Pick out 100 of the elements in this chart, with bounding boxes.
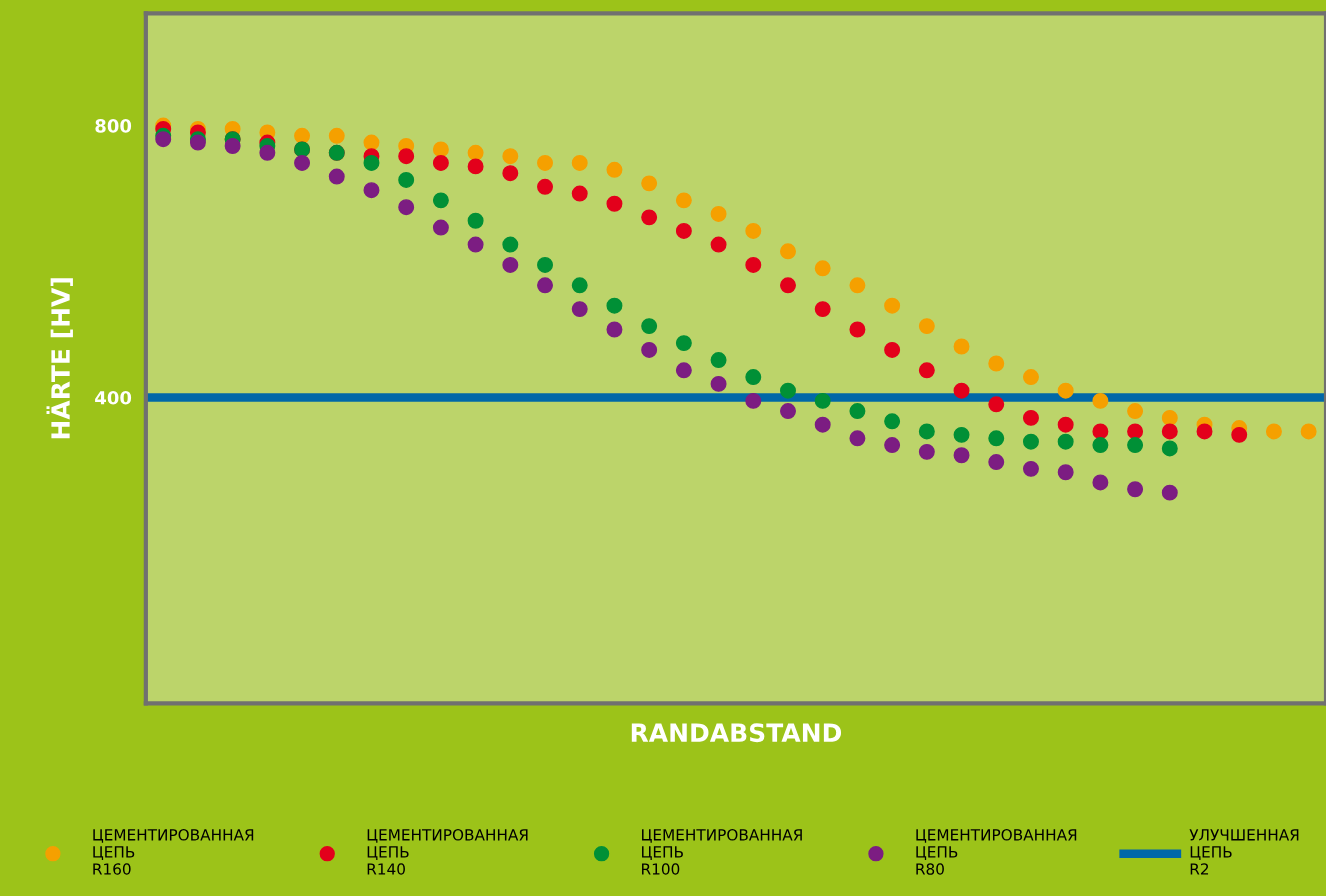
point xyxy=(571,185,588,202)
point xyxy=(953,447,970,464)
point xyxy=(1300,423,1317,440)
point xyxy=(1022,409,1039,426)
point xyxy=(467,236,484,253)
point xyxy=(710,205,727,222)
point xyxy=(1161,423,1178,440)
point xyxy=(988,396,1005,413)
point xyxy=(1092,437,1109,454)
point xyxy=(918,362,935,379)
point xyxy=(710,236,727,253)
point xyxy=(606,195,623,212)
point xyxy=(398,171,415,188)
point xyxy=(641,318,658,335)
point xyxy=(675,362,692,379)
point xyxy=(814,301,831,318)
point xyxy=(1092,423,1109,440)
point xyxy=(1127,423,1144,440)
point xyxy=(537,178,554,195)
point xyxy=(849,277,866,294)
point xyxy=(259,144,276,161)
point xyxy=(710,375,727,392)
point xyxy=(849,403,866,420)
legend-label: ЦЕМЕНТИРОВАННАЯ ЦЕПЬ R80 xyxy=(916,829,1077,875)
point xyxy=(1127,403,1144,420)
point xyxy=(1265,423,1282,440)
point xyxy=(918,318,935,335)
point xyxy=(363,155,380,171)
point xyxy=(780,243,796,260)
point xyxy=(1231,426,1248,443)
point xyxy=(849,430,866,447)
point xyxy=(953,426,970,443)
legend-label: УЛУЧШЕННАЯ ЦЕПЬ R2 xyxy=(1189,829,1299,875)
point xyxy=(363,134,380,151)
point xyxy=(1057,464,1074,481)
point xyxy=(1127,481,1144,498)
point xyxy=(467,158,484,175)
point xyxy=(988,454,1005,471)
point xyxy=(502,256,519,273)
point xyxy=(537,155,554,171)
point xyxy=(328,168,345,185)
point xyxy=(675,222,692,239)
point xyxy=(502,165,519,182)
point xyxy=(467,144,484,161)
point xyxy=(1127,437,1144,454)
point xyxy=(224,138,241,154)
point xyxy=(432,141,449,158)
point xyxy=(1022,433,1039,450)
point xyxy=(432,192,449,209)
point xyxy=(1196,423,1213,440)
point xyxy=(1057,416,1074,433)
point xyxy=(745,222,762,239)
point xyxy=(814,260,831,277)
point xyxy=(953,382,970,399)
point xyxy=(537,277,554,294)
point xyxy=(884,341,901,358)
point xyxy=(606,297,623,314)
point xyxy=(363,182,380,199)
point xyxy=(1161,484,1178,501)
point xyxy=(398,148,415,165)
point xyxy=(432,219,449,236)
point xyxy=(884,437,901,454)
point xyxy=(1057,382,1074,399)
point xyxy=(155,131,172,148)
point xyxy=(328,127,345,144)
point xyxy=(641,209,658,226)
point xyxy=(814,416,831,433)
point xyxy=(1092,474,1109,491)
point xyxy=(641,175,658,192)
point xyxy=(780,277,796,294)
point xyxy=(745,369,762,386)
y-tick-label: 400 xyxy=(95,390,132,405)
point xyxy=(953,338,970,355)
point xyxy=(502,148,519,165)
legend-label: ЦЕМЕНТИРОВАННАЯ ЦЕПЬ R140 xyxy=(367,829,528,875)
point xyxy=(675,192,692,209)
point xyxy=(502,236,519,253)
point xyxy=(1161,409,1178,426)
point xyxy=(745,256,762,273)
point xyxy=(918,423,935,440)
point xyxy=(884,297,901,314)
point xyxy=(1092,392,1109,409)
point xyxy=(988,430,1005,447)
x-axis-title: RANDABSTAND xyxy=(631,723,842,743)
point xyxy=(849,321,866,338)
y-tick-label: 800 xyxy=(95,119,132,133)
point xyxy=(814,392,831,409)
point xyxy=(537,256,554,273)
point xyxy=(432,155,449,171)
point xyxy=(606,161,623,178)
point xyxy=(294,127,311,144)
point xyxy=(571,301,588,318)
point xyxy=(606,321,623,338)
point xyxy=(1057,433,1074,450)
point xyxy=(294,155,311,171)
legend-label: ЦЕМЕНТИРОВАННАЯ ЦЕПЬ R100 xyxy=(642,829,802,875)
point xyxy=(918,443,935,460)
point xyxy=(988,355,1005,372)
point xyxy=(571,277,588,294)
point xyxy=(710,352,727,369)
